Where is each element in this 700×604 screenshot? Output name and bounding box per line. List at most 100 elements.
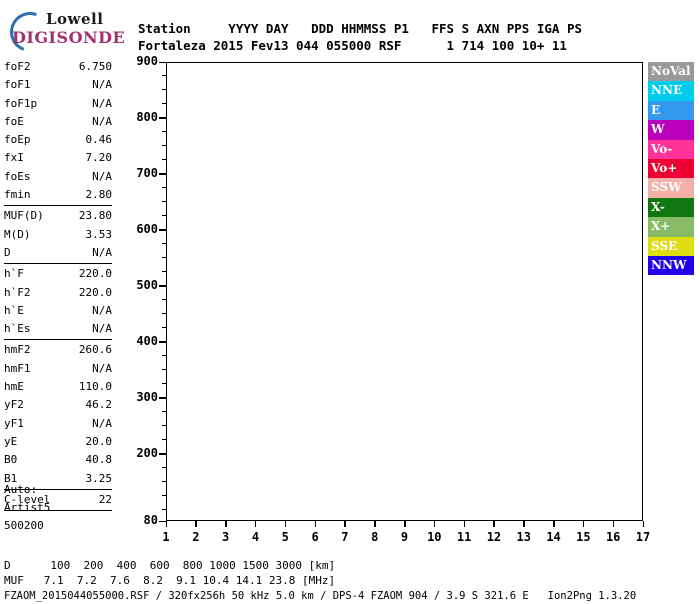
- y-axis-label: 200: [136, 445, 158, 460]
- param-value: 6.750: [78, 60, 112, 73]
- param-value: 110.0: [78, 380, 112, 394]
- param-value: 22: [98, 492, 112, 506]
- legend-item-w[interactable]: W: [648, 120, 694, 140]
- legend-item-x[interactable]: X-: [648, 197, 694, 218]
- param-key: fmin: [4, 188, 31, 202]
- param-value: 220.0: [78, 285, 112, 299]
- y-axis-tick: [159, 229, 166, 231]
- legend-item-e[interactable]: E: [648, 100, 694, 121]
- x-axis-tick: [493, 521, 495, 527]
- header-label-row: Station YYYY DAY DDD HHMMSS P1 FFS S AXN…: [138, 21, 583, 36]
- legend-item-vo[interactable]: Vo-: [648, 139, 694, 159]
- y-axis-tick: [159, 341, 166, 343]
- x-axis-tick: [612, 521, 615, 527]
- y-axis-tick: [159, 453, 166, 455]
- y-axis-tick: [159, 520, 166, 522]
- param-key: MUF(D): [4, 209, 44, 223]
- param-row-mufd: MUF(D) 23.80: [4, 207, 112, 225]
- param-key: h`Es: [4, 322, 31, 336]
- param-row-fmin: fmin 2.80: [4, 186, 112, 204]
- param-value: N/A: [92, 114, 112, 128]
- x-axis-tick: [374, 521, 376, 527]
- y-axis-minor-tick: [162, 159, 166, 161]
- x-axis-tick: [165, 521, 167, 527]
- param-row-fof2: foF2 6.750: [4, 58, 112, 76]
- y-axis-tick: [159, 117, 166, 119]
- param-row-foe: foE N/A: [4, 113, 112, 131]
- x-axis-label: 13: [516, 530, 531, 544]
- logo-lowell-text: Lowell: [46, 10, 104, 28]
- param-key: foF1: [4, 78, 31, 92]
- param-row-hf2: h`F2 220.0: [4, 284, 112, 302]
- y-axis-minor-tick: [162, 89, 166, 91]
- legend-item-noval[interactable]: NoVal: [648, 62, 694, 82]
- ionogram-plot: [166, 62, 643, 521]
- param-value: N/A: [92, 322, 112, 336]
- x-axis-tick: [284, 521, 287, 527]
- plot-frame: [166, 62, 643, 521]
- param-key: foEs: [4, 169, 31, 183]
- y-axis-minor-tick: [162, 467, 166, 469]
- x-axis-label: 4: [251, 530, 260, 544]
- legend-item-nne[interactable]: NNE: [648, 81, 694, 101]
- x-axis-label: 10: [427, 530, 442, 544]
- param-value: N/A: [92, 361, 112, 375]
- param-value: 2.80: [85, 188, 113, 202]
- y-axis-minor-tick: [162, 187, 166, 189]
- param-value: N/A: [92, 303, 112, 317]
- x-axis-tick: [254, 521, 257, 527]
- x-axis-label: 3: [222, 530, 230, 544]
- param-key: B0: [4, 453, 18, 467]
- param-value: 20.0: [85, 434, 113, 448]
- param-row-he: h`E N/A: [4, 302, 112, 320]
- param-value: N/A: [92, 416, 112, 430]
- y-axis-minor-tick: [162, 243, 166, 245]
- x-axis-label: 2: [192, 530, 200, 544]
- y-axis-minor-tick: [162, 103, 166, 105]
- x-axis-label: 5: [281, 530, 289, 544]
- param-divider: [4, 510, 112, 512]
- x-axis-label: 1: [162, 530, 170, 544]
- param-row-fof1p: foF1p N/A: [4, 95, 112, 113]
- param-key: M(D): [4, 227, 31, 241]
- x-axis-tick: [404, 521, 406, 527]
- param-row-fof1: foF1 N/A: [4, 76, 112, 94]
- legend-item-x[interactable]: X+: [648, 217, 694, 237]
- x-axis-label: 8: [371, 530, 379, 544]
- logo-digisonde-text: DIGISONDE: [12, 28, 126, 47]
- y-axis-minor-tick: [162, 327, 166, 329]
- param-row-foes: foEs N/A: [4, 168, 112, 186]
- y-axis-minor-tick: [162, 411, 166, 413]
- y-axis-tick: [159, 285, 166, 287]
- y-axis-minor-tick: [162, 425, 166, 427]
- x-axis-tick: [195, 521, 197, 527]
- legend-item-vo[interactable]: Vo+: [648, 158, 694, 179]
- ionogram-parameter-table: foF2 6.750 foF1 N/A foF1p N/A foE N/A foEp 0.46 fx…: [4, 58, 112, 512]
- param-row-foep: foEp 0.46: [4, 131, 112, 149]
- param-key: fxI: [4, 151, 24, 165]
- param-divider: [4, 488, 112, 490]
- legend-item-nnw[interactable]: NNW: [648, 255, 694, 276]
- y-axis-minor-tick: [162, 201, 166, 203]
- param-value: 23.80: [78, 209, 112, 223]
- y-axis-minor-tick: [162, 481, 166, 483]
- param-row-b0: B0 40.8: [4, 451, 112, 469]
- legend-item-ssw[interactable]: SSW: [648, 178, 694, 198]
- y-axis-tick: [159, 397, 166, 399]
- x-axis-tick: [582, 521, 585, 527]
- param-key: foEp: [4, 133, 31, 147]
- x-axis-tick: [433, 521, 436, 527]
- legend-item-sse[interactable]: SSE: [648, 236, 694, 256]
- param-key: foF1p: [4, 96, 38, 110]
- y-axis-label: 700: [136, 165, 158, 180]
- x-axis-tick: [225, 521, 227, 527]
- param-row-d: D N/A: [4, 244, 112, 262]
- param-row-md: M(D) 3.53: [4, 226, 112, 244]
- x-axis-tick: [463, 521, 466, 527]
- x-axis-label: 14: [546, 530, 561, 544]
- param-value: N/A: [92, 169, 112, 183]
- param-row-hf: h`F 220.0: [4, 265, 112, 283]
- y-axis-minor-tick: [162, 313, 166, 315]
- x-axis-tick: [523, 521, 525, 527]
- lowell-digisonde-logo: Lowell DIGISONDE: [3, 5, 128, 59]
